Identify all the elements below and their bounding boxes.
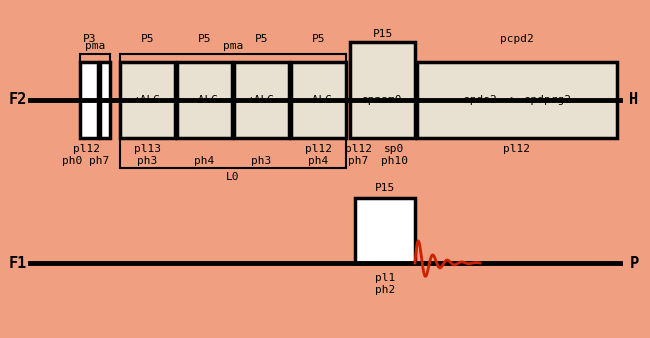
- Text: ph4: ph4: [308, 156, 329, 166]
- Text: P5: P5: [312, 34, 325, 44]
- Text: ph2: ph2: [375, 285, 395, 295]
- Bar: [100, 62, 110, 138]
- Text: pl1: pl1: [375, 273, 395, 283]
- Text: pma: pma: [85, 41, 105, 51]
- Text: ph7: ph7: [348, 156, 368, 166]
- Text: pl13: pl13: [134, 144, 161, 154]
- Bar: [355, 198, 415, 263]
- Text: ph3: ph3: [137, 156, 157, 166]
- Text: F2: F2: [9, 93, 27, 107]
- Text: P: P: [629, 256, 638, 270]
- Text: ph10: ph10: [381, 156, 408, 166]
- Bar: [234, 62, 289, 138]
- Text: P5: P5: [255, 34, 268, 44]
- Text: L0: L0: [226, 172, 240, 182]
- Text: +ΔLG: +ΔLG: [134, 95, 161, 105]
- Bar: [291, 62, 346, 138]
- Text: ph4: ph4: [194, 156, 214, 166]
- Text: pcpd2: pcpd2: [500, 34, 534, 44]
- Text: pma: pma: [223, 41, 243, 51]
- Bar: [350, 42, 415, 138]
- Bar: [120, 62, 175, 138]
- Text: ph3: ph3: [252, 156, 272, 166]
- Bar: [177, 62, 232, 138]
- Text: P5: P5: [141, 34, 154, 44]
- Text: pl12: pl12: [344, 144, 372, 154]
- Text: P15: P15: [375, 183, 395, 193]
- Text: sp0: sp0: [384, 144, 404, 154]
- Text: +ΔLG: +ΔLG: [248, 95, 275, 105]
- Bar: [80, 62, 98, 138]
- Text: spnam0: spnam0: [362, 95, 403, 105]
- Text: P3: P3: [83, 34, 97, 44]
- Text: F1: F1: [9, 256, 27, 270]
- Bar: [417, 62, 617, 138]
- Text: H: H: [629, 93, 638, 107]
- Text: cpds2 -> cpdprg2: cpds2 -> cpdprg2: [463, 95, 571, 105]
- Text: -ΔLG: -ΔLG: [191, 95, 218, 105]
- Text: ph0 ph7: ph0 ph7: [62, 156, 110, 166]
- Text: pl12: pl12: [73, 144, 99, 154]
- Text: -ΔLG: -ΔLG: [305, 95, 332, 105]
- Text: P5: P5: [198, 34, 211, 44]
- Text: pl12: pl12: [305, 144, 332, 154]
- Text: P15: P15: [372, 29, 393, 39]
- Text: pl12: pl12: [504, 144, 530, 154]
